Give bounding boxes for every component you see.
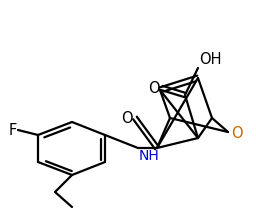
Text: O: O bbox=[148, 81, 160, 95]
Text: O: O bbox=[121, 110, 133, 125]
Text: O: O bbox=[231, 125, 243, 141]
Text: F: F bbox=[9, 123, 17, 138]
Text: NH: NH bbox=[139, 149, 160, 163]
Text: OH: OH bbox=[199, 52, 221, 67]
